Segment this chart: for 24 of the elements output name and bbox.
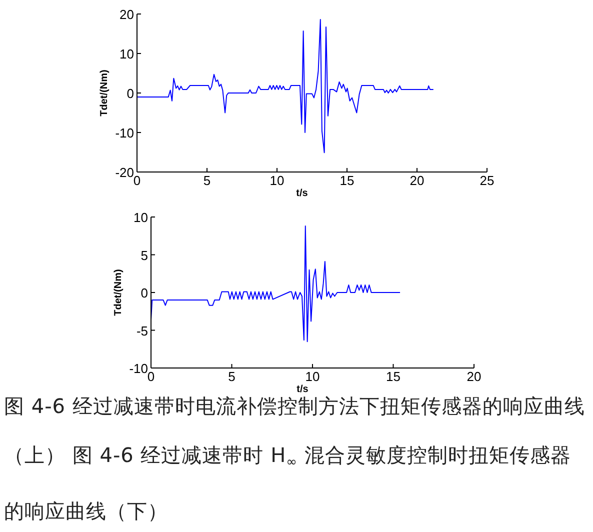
x-tick-label: 10 — [270, 173, 284, 188]
x-axis-title: t/s — [296, 188, 308, 199]
x-tick-label: 5 — [228, 369, 236, 384]
x-tick-label: 20 — [466, 369, 482, 384]
y-tick-label: 10 — [120, 46, 134, 62]
y-tick-label: 20 — [120, 7, 134, 22]
y-tick-label: -10 — [115, 126, 134, 140]
x-tick-label: 20 — [410, 173, 424, 188]
x-tick-label: 10 — [305, 369, 320, 384]
x-tick-label: 5 — [203, 173, 211, 188]
y-tick-label: 5 — [140, 248, 148, 263]
y-axis-title: Tdet/(Nm) — [99, 70, 110, 116]
y-tick-label: 0 — [126, 86, 134, 101]
y-tick-label: 0 — [140, 286, 148, 300]
y-tick-label: -20 — [115, 165, 134, 180]
x-tick-label: 25 — [480, 173, 494, 188]
y-axis-title: Tdet/(Nm) — [113, 269, 124, 316]
x-axis-title: t/s — [296, 384, 309, 395]
y-tick-label: -10 — [129, 361, 148, 376]
y-tick-label: 10 — [134, 210, 148, 225]
y-tick-label: -5 — [136, 323, 148, 338]
x-tick-label: 15 — [386, 369, 400, 384]
x-tick-label: 15 — [340, 173, 354, 188]
text: 图 4-6 经过减速带时电流补偿控制方法下扭矩传感器的响应曲线（上） 图 4-6 经过减速带时 H$_{∞}$ 混合灵敏度控制时扭矩传感器的响应曲线（下） — [4, 394, 585, 523]
